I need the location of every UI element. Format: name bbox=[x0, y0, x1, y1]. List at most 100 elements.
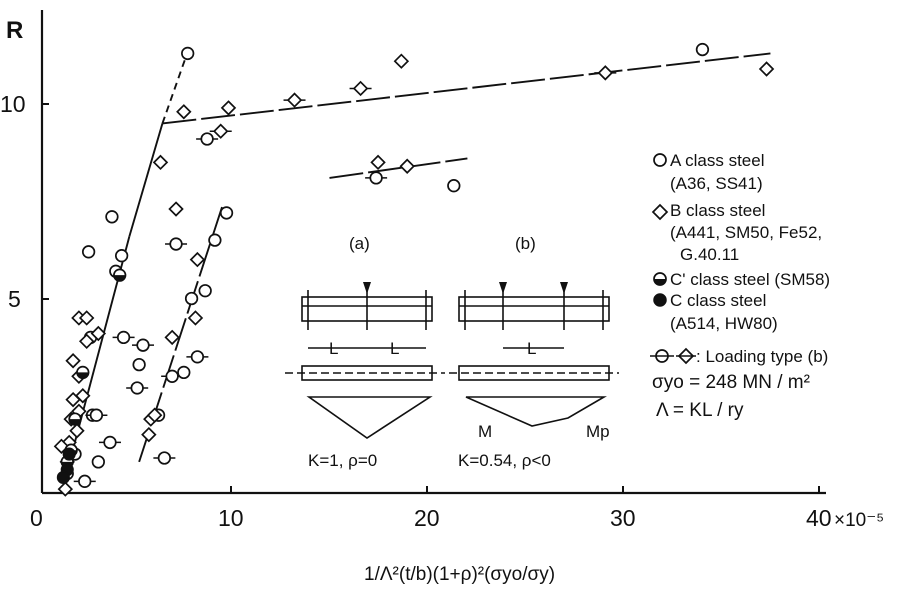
point-diamond-15 bbox=[164, 329, 180, 346]
point-diamond-7 bbox=[176, 104, 192, 120]
point-diamond-17 bbox=[78, 310, 95, 326]
point-circle-29 bbox=[73, 474, 96, 488]
point-diamond-28 bbox=[53, 438, 70, 455]
point-circle-14 bbox=[198, 284, 212, 298]
fit-line-4 bbox=[162, 52, 771, 125]
legend-sigma-yo: σyo = 248 MN / m² bbox=[652, 372, 810, 393]
data-points bbox=[53, 42, 775, 497]
point-circle-5 bbox=[219, 206, 234, 220]
legend-marker-b-class bbox=[651, 203, 669, 221]
x-axis-label: 1/Λ²(t/b)(1+ρ)²(σyo/σy) bbox=[364, 564, 555, 585]
point-diamond-10 bbox=[370, 154, 386, 171]
point-circle-12 bbox=[196, 132, 219, 146]
point-diamond-13 bbox=[189, 251, 206, 268]
point-filled-circle-1 bbox=[62, 447, 76, 461]
point-filled-circle-3 bbox=[56, 470, 70, 484]
point-diamond-6 bbox=[220, 100, 237, 116]
inset-b-moment-diagram bbox=[465, 396, 607, 427]
ticks: 5 10 0 10 20 30 40 ×10⁻⁵ R bbox=[0, 17, 884, 531]
inset-a-caption: K=1, ρ=0 bbox=[308, 451, 377, 470]
legend-c-class: C class steel bbox=[670, 291, 766, 310]
x-tick-label-40: 40 bbox=[806, 505, 832, 531]
point-circle-6 bbox=[105, 210, 119, 224]
point-diamond-2 bbox=[594, 65, 617, 81]
point-circle-4 bbox=[447, 179, 461, 193]
legend-b-class-sub1: (A441, SM50, Fe52, bbox=[670, 223, 822, 242]
y-tick-label-5: 5 bbox=[8, 286, 21, 312]
point-diamond-18 bbox=[90, 325, 107, 342]
fit-line-6 bbox=[329, 157, 468, 179]
x-tick-label-30: 30 bbox=[610, 505, 636, 531]
legend-marker-c-prime-fill bbox=[654, 279, 666, 285]
inset-b-M: M bbox=[478, 422, 492, 441]
point-diamond-19 bbox=[78, 333, 95, 349]
point-circle-2 bbox=[695, 42, 710, 57]
point-circle-21 bbox=[177, 365, 191, 380]
point-circle-31 bbox=[153, 451, 176, 465]
point-diamond-3 bbox=[393, 53, 410, 69]
point-half-circle-3 bbox=[68, 412, 82, 426]
point-half-circle-2 bbox=[76, 365, 90, 380]
point-circle-10 bbox=[165, 237, 188, 251]
x-tick-label-0: 0 bbox=[30, 505, 43, 531]
fit-lines bbox=[60, 52, 771, 494]
point-diamond-8 bbox=[209, 123, 232, 139]
point-half-circle-1 bbox=[113, 268, 127, 282]
point-circle-7 bbox=[81, 245, 96, 259]
point-circle-19 bbox=[126, 381, 149, 395]
point-circle-27 bbox=[91, 455, 105, 469]
inset-b-load-arrow-1 bbox=[499, 282, 507, 294]
inset-b: (b) L M Mp K=0.54, ρ<0 bbox=[449, 234, 619, 470]
y-axis-label: R bbox=[6, 17, 23, 44]
point-circle-8 bbox=[114, 249, 129, 263]
inset-b-dim-L: L bbox=[527, 339, 536, 358]
point-diamond-33 bbox=[146, 407, 163, 423]
point-diamond-4 bbox=[349, 80, 372, 97]
point-circle-16 bbox=[112, 330, 135, 345]
point-diamond-30 bbox=[57, 481, 74, 497]
inset-b-load-arrow-2 bbox=[560, 282, 568, 294]
legend: A class steel (A36, SS41) B class steel … bbox=[650, 151, 830, 421]
legend-lambda-def: Λ = KL / ry bbox=[656, 400, 744, 421]
legend-loading-type: : Loading type (b) bbox=[696, 347, 828, 366]
point-diamond-31 bbox=[141, 426, 157, 443]
x-tick-label-10: 10 bbox=[218, 505, 244, 531]
legend-marker-a-class bbox=[653, 153, 667, 167]
point-circle-13 bbox=[184, 291, 199, 306]
fit-line-2 bbox=[128, 123, 164, 237]
point-circle-11 bbox=[208, 233, 222, 247]
point-circle-26 bbox=[98, 435, 121, 450]
point-circle-22 bbox=[186, 350, 209, 364]
point-circle-3 bbox=[365, 171, 388, 185]
legend-b-class-sub2: G.40.11 bbox=[680, 245, 739, 264]
legend-marker-c-class bbox=[653, 293, 667, 307]
point-diamond-1 bbox=[758, 61, 775, 77]
axes bbox=[40, 10, 826, 495]
point-diamond-12 bbox=[168, 201, 184, 217]
point-circle-18 bbox=[132, 357, 146, 372]
x-scale-note: ×10⁻⁵ bbox=[834, 510, 884, 531]
inset-a-dim-L1: L bbox=[329, 339, 338, 358]
inset-a-dim-L2: L bbox=[390, 339, 399, 358]
x-tick-label-20: 20 bbox=[414, 505, 440, 531]
inset-b-caption: K=0.54, ρ<0 bbox=[458, 451, 551, 470]
point-diamond-20 bbox=[65, 353, 81, 369]
point-diamond-23 bbox=[65, 391, 81, 408]
inset-a-load-arrow bbox=[363, 282, 371, 294]
point-circle-1 bbox=[181, 46, 195, 61]
point-diamond-5 bbox=[283, 92, 306, 108]
legend-c-prime-class: C' class steel (SM58) bbox=[670, 270, 830, 289]
point-diamond-26 bbox=[69, 423, 85, 439]
legend-c-class-sub: (A514, HW80) bbox=[670, 314, 778, 333]
point-circle-17 bbox=[132, 338, 155, 352]
legend-a-class: A class steel bbox=[670, 151, 765, 170]
legend-b-class: B class steel bbox=[670, 201, 765, 220]
point-diamond-11 bbox=[399, 158, 415, 174]
y-tick-label-10: 10 bbox=[0, 91, 26, 117]
point-diamond-14 bbox=[187, 310, 204, 326]
inset-b-Mp: Mp bbox=[586, 422, 610, 441]
point-diamond-9 bbox=[152, 154, 169, 171]
inset-b-beam-top bbox=[458, 296, 610, 322]
legend-a-class-sub: (A36, SS41) bbox=[670, 174, 763, 193]
inset-b-title: (b) bbox=[515, 234, 536, 253]
